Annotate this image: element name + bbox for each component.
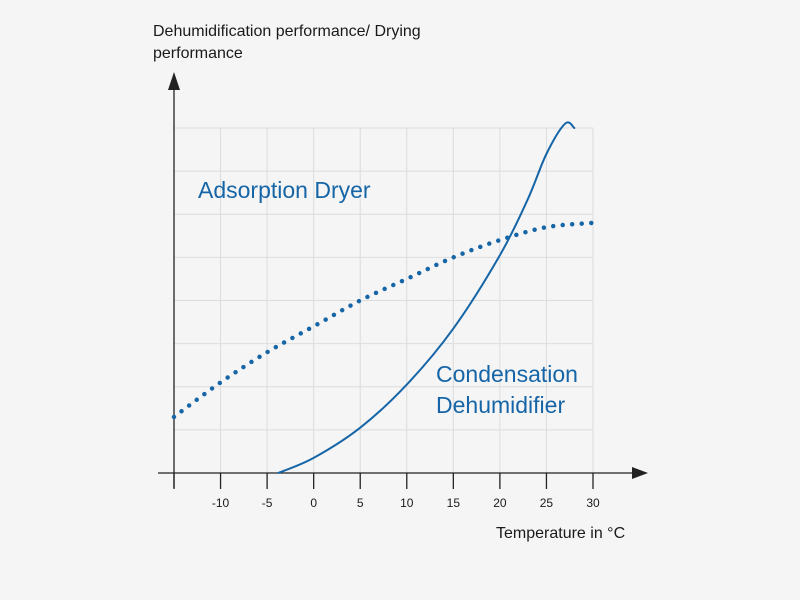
x-axis-label: Temperature in °C bbox=[496, 525, 626, 542]
series-layer bbox=[171, 121, 596, 474]
x-tick-label: 0 bbox=[310, 496, 317, 510]
x-tick-label: 30 bbox=[586, 496, 600, 510]
series-label-condensation-dehumidifier: Condensation Dehumidifier bbox=[436, 361, 578, 418]
x-tick-label: 5 bbox=[357, 496, 364, 510]
x-tick-label: 15 bbox=[447, 496, 461, 510]
series-line-adsorption-dryer bbox=[171, 220, 596, 420]
chart-grid bbox=[173, 127, 594, 473]
y-axis-arrow bbox=[168, 72, 180, 90]
series-line-condensation-dehumidifier bbox=[277, 121, 576, 474]
chart-axes bbox=[158, 72, 648, 488]
x-ticks: -10 -5 0 5 10 15 20 25 30 bbox=[173, 473, 600, 510]
series-label-adsorption-dryer: Adsorption Dryer bbox=[198, 177, 371, 203]
x-tick-label: 25 bbox=[540, 496, 554, 510]
x-axis-arrow bbox=[632, 467, 648, 479]
x-tick-label: -5 bbox=[262, 496, 273, 510]
x-tick-label: 20 bbox=[493, 496, 507, 510]
x-tick-label: 10 bbox=[400, 496, 414, 510]
y-axis-label: Dehumidification performance/ Drying per… bbox=[153, 23, 421, 62]
x-tick-label: -10 bbox=[212, 496, 230, 510]
